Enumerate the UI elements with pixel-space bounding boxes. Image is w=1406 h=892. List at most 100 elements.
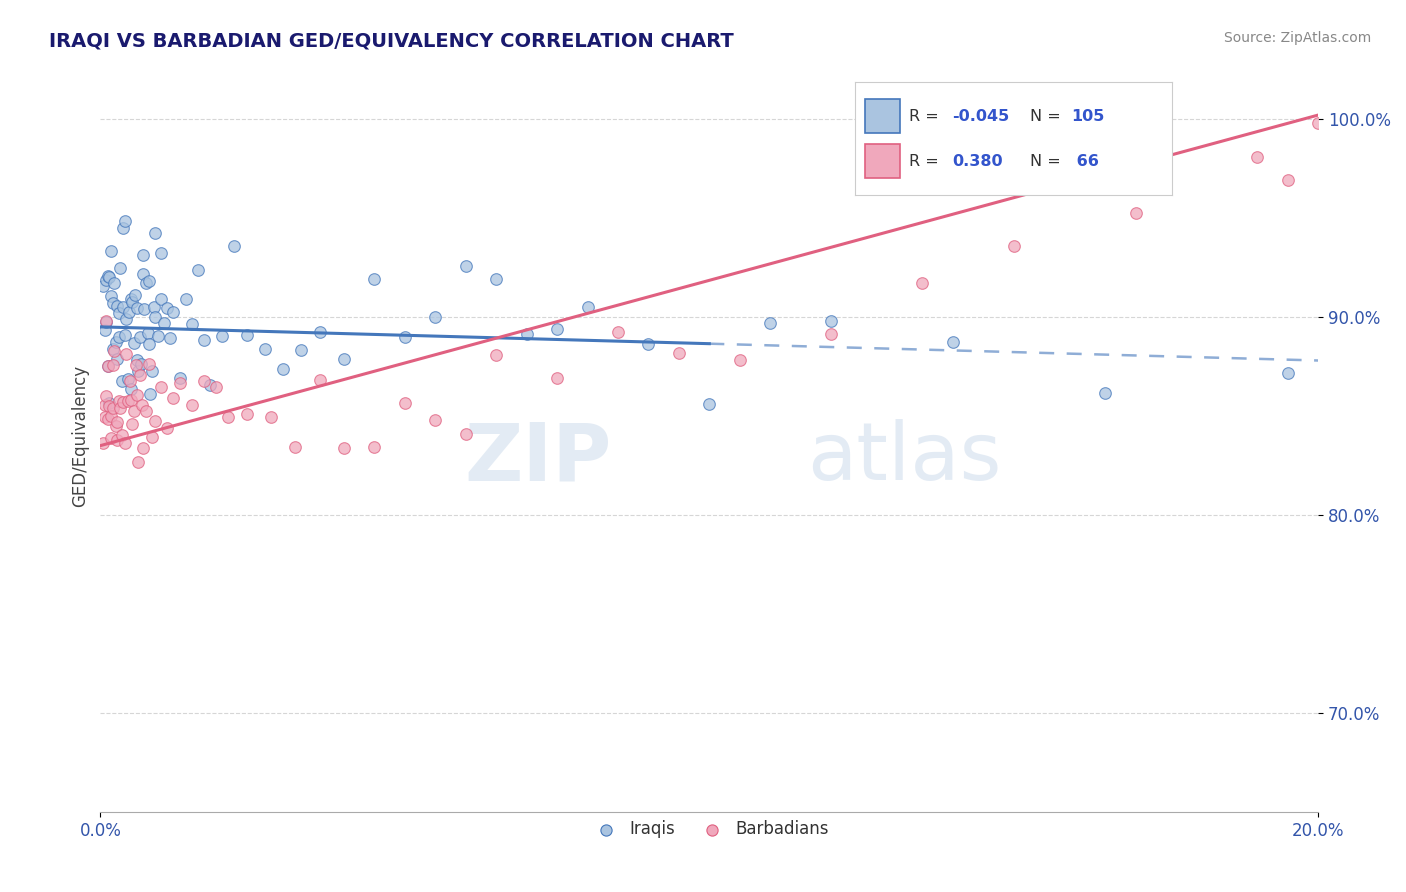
Point: [114, 214, 136, 228]
Point: [122, 336, 145, 351]
Point: [271, 362, 294, 376]
Point: [111, 221, 134, 235]
Text: IRAQI VS BARBADIAN GED/EQUIVALENCY CORRELATION CHART: IRAQI VS BARBADIAN GED/EQUIVALENCY CORRE…: [49, 31, 734, 50]
Point: [150, 245, 173, 260]
Point: [108, 260, 131, 275]
Point: [820, 314, 842, 328]
Point: [104, 419, 127, 434]
Point: [394, 330, 416, 344]
Point: [114, 435, 136, 450]
Point: [105, 299, 128, 313]
Point: [180, 318, 202, 332]
Y-axis label: GED/Equivalency: GED/Equivalency: [72, 365, 89, 507]
Point: [97, 359, 120, 373]
Point: [112, 301, 135, 315]
Point: [224, 239, 246, 253]
Point: [425, 310, 447, 324]
Point: [101, 296, 124, 310]
Point: [205, 380, 228, 394]
Point: [97, 359, 120, 374]
Point: [97, 268, 120, 283]
Point: [101, 358, 124, 372]
Point: [235, 408, 257, 422]
Point: [174, 292, 197, 306]
Point: [96, 315, 118, 329]
Point: [125, 388, 148, 402]
Point: [129, 368, 152, 382]
Point: [211, 329, 233, 343]
Point: [135, 404, 157, 418]
Point: [100, 244, 122, 258]
Point: [125, 353, 148, 368]
Point: [697, 397, 720, 411]
Point: [546, 322, 568, 336]
Point: [193, 333, 215, 347]
Point: [120, 293, 142, 307]
Point: [148, 328, 170, 343]
Point: [131, 398, 153, 412]
Point: [94, 323, 117, 337]
Point: [485, 348, 508, 362]
Point: [107, 305, 129, 319]
Point: [120, 392, 142, 407]
Text: Source: ZipAtlas.com: Source: ZipAtlas.com: [1223, 31, 1371, 45]
Point: [284, 440, 307, 454]
Point: [124, 358, 146, 372]
Point: [111, 374, 134, 388]
Point: [122, 404, 145, 418]
Point: [141, 430, 163, 444]
Point: [454, 427, 477, 442]
Point: [290, 343, 312, 358]
Point: [134, 301, 156, 316]
Point: [135, 276, 157, 290]
Point: [118, 374, 141, 388]
Point: [153, 316, 176, 330]
Point: [142, 300, 165, 314]
Point: [103, 343, 125, 358]
Point: [162, 392, 184, 406]
Point: [96, 314, 118, 328]
Point: [942, 334, 965, 349]
Point: [98, 270, 121, 285]
Point: [516, 327, 538, 342]
Point: [546, 370, 568, 384]
Point: [107, 393, 129, 408]
Point: [1002, 239, 1025, 253]
Point: [198, 377, 221, 392]
Point: [132, 248, 155, 262]
Point: [138, 336, 160, 351]
Point: [105, 433, 128, 447]
Text: ZIP: ZIP: [464, 419, 612, 498]
Point: [607, 325, 630, 339]
Point: [100, 409, 122, 424]
Point: [101, 342, 124, 356]
Point: [141, 364, 163, 378]
Point: [308, 325, 330, 339]
Point: [143, 226, 166, 240]
Point: [159, 330, 181, 344]
Point: [138, 274, 160, 288]
Point: [820, 327, 842, 342]
Point: [108, 401, 131, 416]
Point: [1094, 386, 1116, 401]
Point: [1308, 115, 1330, 129]
Point: [96, 389, 118, 403]
Point: [107, 330, 129, 344]
Point: [363, 440, 385, 454]
Point: [94, 410, 117, 425]
Point: [162, 305, 184, 319]
Point: [637, 336, 659, 351]
Point: [103, 276, 125, 290]
Point: [1277, 367, 1299, 381]
Point: [129, 357, 152, 371]
Point: [115, 311, 138, 326]
Point: [1125, 205, 1147, 219]
Point: [333, 441, 356, 455]
Point: [180, 398, 202, 412]
Point: [143, 414, 166, 428]
Point: [156, 421, 179, 435]
Point: [132, 267, 155, 281]
Point: [193, 375, 215, 389]
Point: [187, 263, 209, 277]
Point: [97, 412, 120, 426]
